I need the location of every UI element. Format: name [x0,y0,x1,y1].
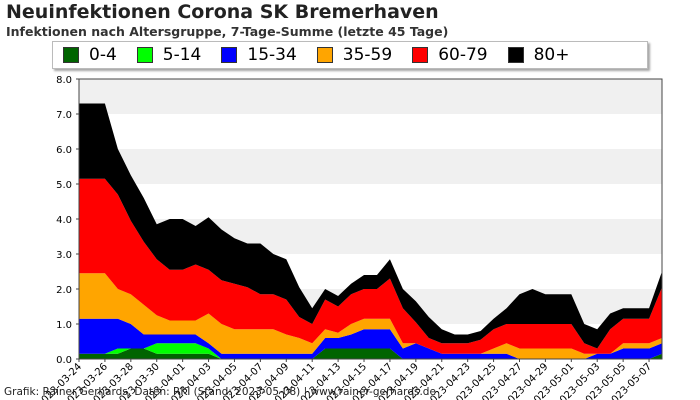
y-tick-label: 6.0 [56,145,72,156]
grid-band [79,114,662,149]
legend-item-60-79: 60-79 [412,45,488,65]
legend-swatch [63,47,79,63]
stacked-areas [79,103,662,359]
area-series-15-34 [79,318,662,359]
legend-swatch [316,47,333,63]
legend-label: 80+ [533,45,570,65]
y-tick-label: 2.0 [56,285,72,296]
area-series-60-79 [79,178,662,354]
legend-swatch [136,47,153,63]
grid-band [79,79,662,114]
legend-label: 35-59 [342,45,393,65]
area-series-35-59 [79,273,662,359]
y-tick-label: 1.0 [56,320,72,331]
chart-title: Neuinfektionen Corona SK Bremerhaven [6,1,439,23]
legend-item-15-34: 15-34 [221,45,297,65]
y-tick-label: 7.0 [56,110,72,121]
chart-subtitle: Infektionen nach Altersgruppe, 7-Tage-Su… [6,24,449,39]
legend-swatch [507,47,524,63]
legend-label: 60-79 [438,45,488,65]
grid-band [79,149,662,184]
grid-band [79,184,662,219]
y-tick-label: 5.0 [56,180,72,191]
footer-credit: Grafik: Rainer Gerhards, Daten: RKI (Sta… [4,386,436,398]
legend-label: 5-14 [162,45,202,65]
legend: 0-4 5-14 15-34 35-59 60-79 80+ [52,41,648,69]
legend-label: 0-4 [89,45,117,65]
area-series-5-14 [79,343,662,359]
legend-item-80-plus: 80+ [507,45,570,65]
legend-swatch [412,47,429,63]
legend-item-5-14: 5-14 [136,45,202,65]
legend-item-35-59: 35-59 [316,45,393,65]
y-tick-label: 3.0 [56,250,72,261]
y-tick-label: 8.0 [56,75,72,86]
y-tick-label: 4.0 [56,215,72,226]
y-tick-label: 0.0 [56,355,72,366]
area-series-0-4 [79,348,662,359]
legend-label: 15-34 [247,45,297,65]
area-series-80-plus [79,103,662,349]
legend-item-0-4: 0-4 [63,45,117,65]
legend-swatch [221,47,238,63]
